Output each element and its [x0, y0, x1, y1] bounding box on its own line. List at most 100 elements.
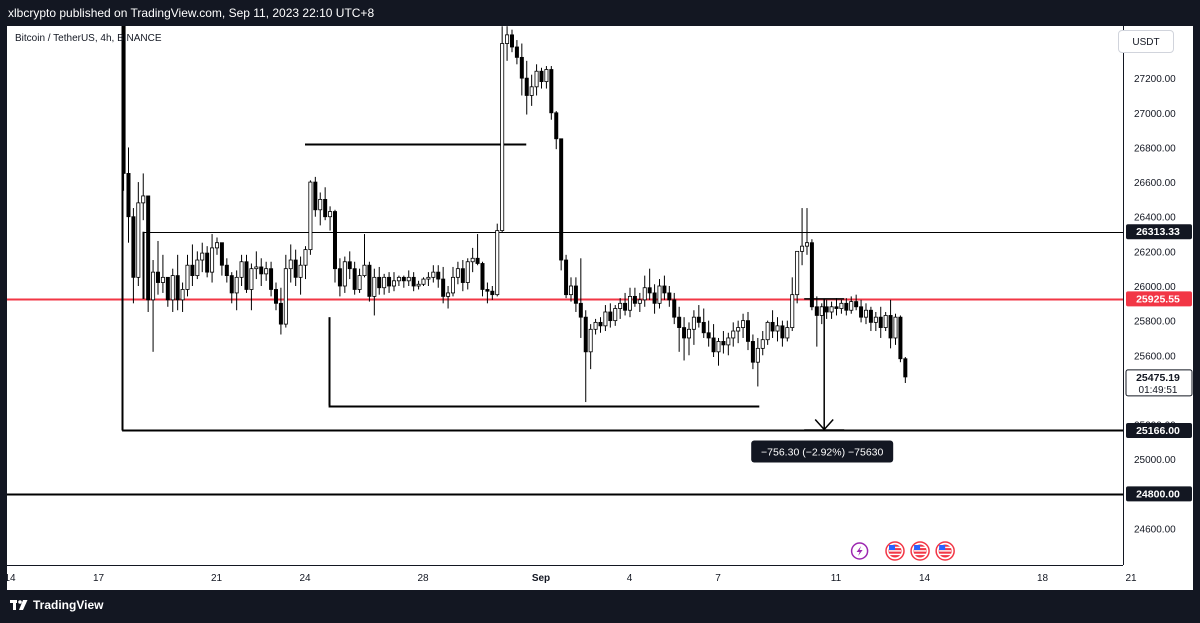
candle-body: [696, 316, 701, 323]
candle-body: [180, 289, 185, 301]
candle-body: [691, 316, 696, 330]
candle: [657, 279, 662, 309]
candle: [814, 296, 819, 347]
candle-body: [234, 276, 239, 294]
candle: [780, 320, 785, 347]
candle: [534, 64, 539, 96]
candle: [549, 66, 554, 120]
candle-body: [736, 327, 741, 332]
candle-body: [342, 261, 347, 287]
brand-name: TradingView: [33, 598, 104, 612]
time-tick-label: 14: [7, 573, 16, 584]
candle: [829, 301, 834, 319]
candle: [406, 270, 411, 286]
price-label-bg: [1126, 291, 1192, 307]
candle-body: [701, 321, 706, 334]
candle-body: [200, 252, 205, 261]
us-flag-event-icon: [885, 541, 905, 561]
candle-body: [682, 327, 687, 339]
candle: [647, 268, 652, 300]
us-flag-stripe: [889, 553, 901, 556]
us-flag-canton: [889, 545, 895, 550]
price-chart[interactable]: 24600.0024800.0025000.0025200.0025400.00…: [7, 26, 1193, 590]
candle-body: [519, 56, 524, 79]
chart-frame[interactable]: 24600.0024800.0025000.0025200.0025400.00…: [7, 26, 1193, 590]
candle: [898, 315, 903, 363]
candle-body: [544, 69, 549, 83]
candle: [441, 266, 446, 304]
candle: [731, 322, 736, 347]
footer-bar: TradingView: [0, 590, 1200, 623]
candle-body: [475, 257, 480, 264]
candle-body: [352, 268, 357, 290]
candle-body: [298, 264, 303, 278]
candle-body: [278, 302, 283, 325]
candle: [854, 294, 859, 311]
candle-body: [731, 330, 736, 339]
tradingview-brand[interactable]: TradingView: [10, 598, 103, 612]
currency-button[interactable]: USDT: [1118, 30, 1174, 53]
candle-body: [293, 259, 298, 278]
candle-body: [485, 289, 490, 292]
candle-body: [672, 299, 677, 318]
candle: [323, 187, 328, 221]
candle-body: [642, 287, 647, 301]
candle-body: [868, 309, 873, 323]
candle: [593, 318, 598, 335]
candle-body: [229, 275, 234, 294]
candle-body: [677, 316, 682, 328]
candle-body: [750, 341, 755, 363]
price-label-red: 25925.55: [1126, 291, 1192, 307]
candle-body: [190, 264, 195, 277]
candle: [200, 242, 205, 273]
candle: [529, 74, 534, 106]
candle: [460, 260, 465, 292]
candle-body: [450, 276, 455, 294]
candle: [893, 313, 898, 345]
candle-body: [165, 276, 170, 301]
candle: [436, 265, 441, 288]
tradingview-logo-icon: [10, 599, 28, 610]
candle-body: [509, 34, 514, 48]
candle-body: [559, 138, 564, 261]
candle-body: [618, 302, 623, 309]
candle: [637, 292, 642, 312]
candle-body: [568, 285, 573, 296]
candle: [175, 254, 180, 311]
candle-body: [785, 327, 790, 339]
candle-body: [490, 290, 495, 296]
candle: [264, 261, 269, 281]
candle: [578, 258, 583, 338]
candle: [396, 275, 401, 286]
us-flag-stripe: [889, 550, 901, 552]
price-label-text: 25475.19: [1136, 372, 1180, 384]
candle-body: [554, 112, 559, 140]
time-tick-label: 4: [627, 573, 633, 584]
candle-body: [185, 264, 190, 290]
lightning-glyph: [856, 546, 863, 556]
candle-body: [146, 195, 151, 301]
candle-body: [804, 242, 809, 247]
candle: [583, 310, 588, 403]
candle-body: [878, 316, 883, 328]
candle-body: [863, 309, 868, 318]
price-tick-label: 26200.00: [1134, 247, 1176, 258]
candle: [490, 286, 495, 300]
candle: [357, 268, 362, 293]
candle: [210, 234, 215, 283]
candle-body: [903, 358, 908, 378]
candle-body: [800, 245, 805, 252]
price-tick-label: 26000.00: [1134, 282, 1176, 293]
candle: [273, 282, 278, 311]
price-tick-label: 26800.00: [1134, 143, 1176, 154]
candle: [839, 299, 844, 314]
candle: [564, 254, 569, 299]
candle-body: [401, 276, 406, 282]
candle-body: [303, 249, 308, 266]
candle-body: [588, 328, 593, 353]
candle: [126, 147, 131, 243]
candle-body: [873, 316, 878, 323]
candle-body: [239, 261, 244, 278]
candle-body: [411, 276, 416, 287]
candle-body: [637, 299, 642, 304]
